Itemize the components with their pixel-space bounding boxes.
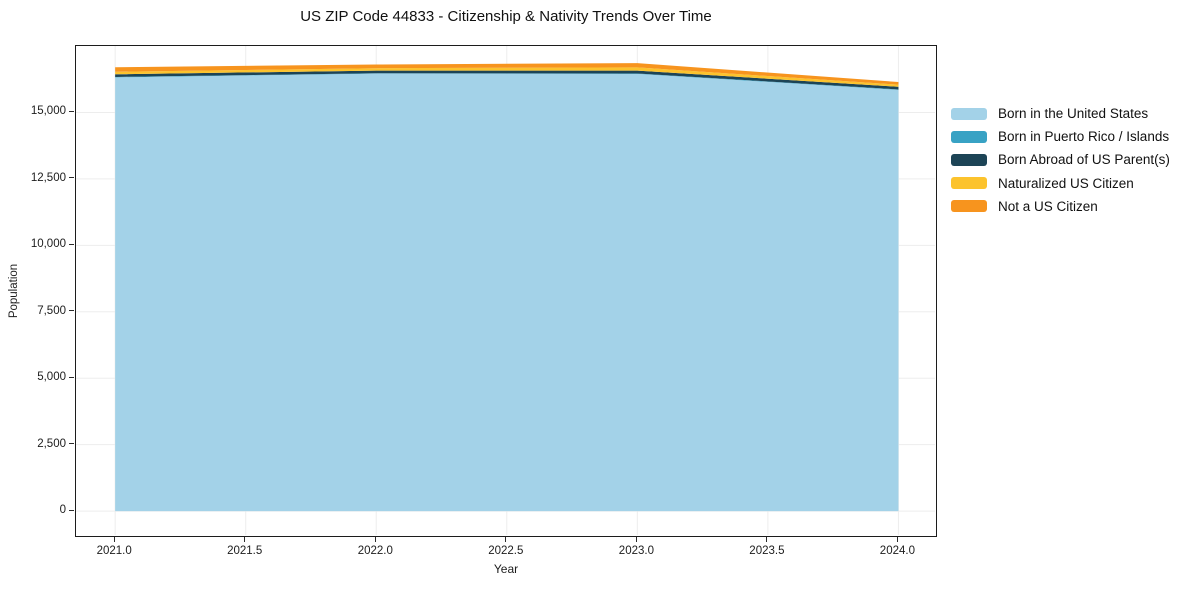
legend-swatch-born-abroad [951,153,987,166]
y-tick-mark [69,509,74,511]
y-tick-mark [69,376,74,378]
legend-item: Naturalized US Citizen [951,172,1170,195]
y-tick-mark [69,443,74,445]
y-tick-label: 5,000 [37,371,66,384]
area-series [115,67,899,87]
y-tick-mark [69,110,74,112]
x-tick-label: 2024.0 [879,545,915,557]
x-tick-label: 2023.5 [749,545,785,557]
x-tick-label: 2021.5 [227,545,263,557]
legend-label: Born in the United States [998,106,1149,122]
x-tick-mark [766,537,768,542]
legend-item: Born Abroad of US Parent(s) [951,148,1170,171]
x-tick-mark [505,537,507,542]
x-tick-mark [244,537,246,542]
y-tick-label: 2,500 [37,437,66,450]
area-series [115,70,899,90]
legend-swatch-naturalized [951,177,987,190]
y-tick-label: 7,500 [37,304,66,317]
legend-item: Born in Puerto Rico / Islands [951,125,1170,148]
stacked-area-plot [76,46,935,535]
y-tick-label: 15,000 [30,105,66,118]
x-tick-mark [635,537,637,542]
legend-swatch-not-citizen [951,200,987,213]
legend-label: Born in Puerto Rico / Islands [998,129,1170,145]
x-axis-title: Year [493,562,519,576]
x-tick-label: 2021.0 [96,545,132,557]
legend-label: Not a US Citizen [998,198,1098,214]
legend-swatch-puerto-rico [951,130,987,143]
area-series [115,63,899,85]
x-tick-label: 2022.5 [488,545,524,557]
y-tick-mark [69,243,74,245]
legend-label: Naturalized US Citizen [998,175,1134,191]
y-tick-label: 0 [59,504,66,517]
y-tick-mark [69,177,74,179]
legend: Born in the United States Born in Puerto… [951,102,1170,218]
x-tick-label: 2022.0 [357,545,393,557]
legend-label: Born Abroad of US Parent(s) [998,152,1170,168]
x-tick-mark [374,537,376,542]
legend-item: Born in the United States [951,102,1170,125]
chart-title: US ZIP Code 44833 - Citizenship & Nativi… [300,8,712,25]
legend-swatch-born-us [951,107,987,120]
plot-area [75,45,937,537]
area-series [115,73,899,512]
y-axis-title: Population [8,263,20,319]
x-tick-mark [113,537,115,542]
y-tick-label: 12,500 [30,171,66,184]
x-tick-mark [896,537,898,542]
y-tick-mark [69,310,74,312]
legend-item: Not a US Citizen [951,195,1170,218]
x-tick-label: 2023.0 [618,545,654,557]
y-tick-label: 10,000 [30,238,66,251]
